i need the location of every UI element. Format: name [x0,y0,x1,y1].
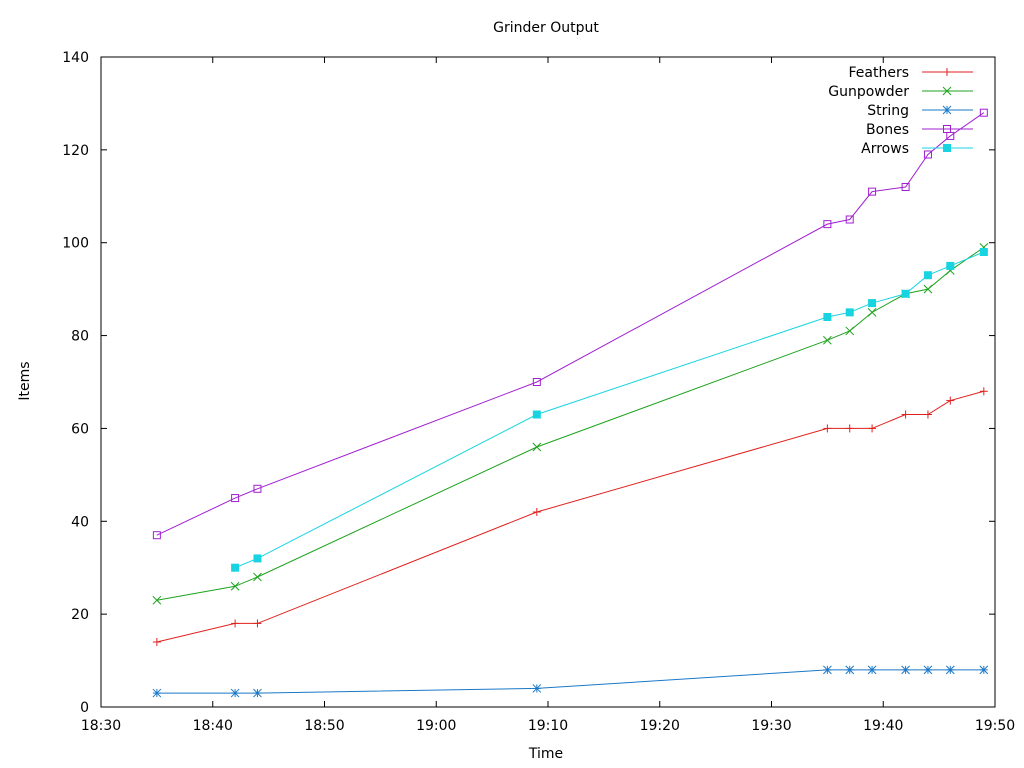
data-point [823,220,832,229]
axis-ticks: 18:30 18:40 18:50 19:00 19:10 19:20 19:30 19:40… [62,50,1015,734]
data-point [845,308,854,317]
legend: Feathers Gunpowder String Bones Arrows [828,65,973,157]
data-point [253,619,262,628]
data-point [923,271,932,280]
series-string [152,665,989,698]
legend-label: Arrows [861,141,909,157]
data-point [979,665,989,675]
series-bones [152,108,988,540]
x-tick-label: 19:40 [863,718,903,734]
data-point [231,494,240,503]
data-point [231,563,240,572]
data-point [923,665,933,675]
series-arrows [231,248,988,572]
legend-marker [943,68,951,76]
data-point [532,410,541,419]
x-tick-label: 19:20 [640,718,680,734]
data-point [946,396,955,405]
x-axis-label: Time [528,746,563,762]
y-tick-label: 120 [62,143,89,159]
data-point [152,531,161,540]
data-point [845,665,855,675]
series-line [156,390,984,643]
series-line [234,251,985,569]
data-point [845,424,854,433]
y-tick-label: 40 [71,514,89,530]
data-point [923,410,932,419]
y-tick-label: 60 [71,421,89,437]
y-tick-label: 100 [62,236,89,252]
data-point [901,665,910,675]
data-point [901,410,910,419]
series-feathers [152,387,988,646]
legend-label: Bones [866,122,909,138]
data-point [979,387,988,396]
data-point [845,326,855,336]
data-point [532,508,541,516]
data-point [979,248,988,256]
x-tick-label: 19:50 [975,718,1015,734]
data-point [152,595,162,605]
series-line [156,669,984,694]
data-point [532,378,541,386]
data-point [901,183,910,191]
y-axis-label: Items [17,361,33,400]
data-point [901,289,910,298]
data-point [532,442,542,452]
data-point [923,150,932,159]
data-point [945,665,955,675]
data-point [253,484,262,493]
data-point [845,215,854,224]
data-point [823,665,832,675]
series-layer [152,108,989,698]
legend-marker [943,144,951,152]
chart-title: Grinder Output [493,20,599,36]
x-tick-label: 18:40 [193,718,233,734]
legend-marker [943,125,951,133]
x-tick-label: 18:50 [304,718,344,734]
data-point [532,684,542,693]
data-point [867,308,877,317]
data-point [823,335,832,345]
x-tick-label: 19:00 [416,718,456,734]
data-point [253,688,262,698]
x-tick-label: 19:10 [528,718,568,734]
data-point [230,581,240,591]
data-point [868,187,877,196]
data-point [923,284,933,294]
legend-label: String [867,103,909,119]
legend-marker [942,86,952,96]
data-point [823,424,832,433]
legend-marker [942,105,952,115]
data-point [946,261,955,270]
legend-label: Feathers [848,65,909,81]
y-tick-label: 140 [62,50,89,66]
data-point [979,108,988,117]
data-point [823,313,832,321]
data-point [152,638,161,646]
data-point [231,619,240,628]
data-point [868,424,877,433]
y-tick-label: 20 [71,607,89,623]
series-gunpowder [152,243,989,605]
x-tick-label: 19:30 [751,718,791,734]
data-point [868,299,877,308]
series-line [156,246,985,601]
series-line [156,112,985,536]
y-tick-label: 80 [71,329,89,345]
data-point [867,665,877,675]
data-point [230,688,240,698]
x-tick-label: 18:30 [81,718,121,734]
data-point [152,688,162,698]
data-point [253,572,262,582]
y-tick-label: 0 [80,700,89,716]
legend-label: Gunpowder [828,84,909,100]
data-point [253,554,262,563]
